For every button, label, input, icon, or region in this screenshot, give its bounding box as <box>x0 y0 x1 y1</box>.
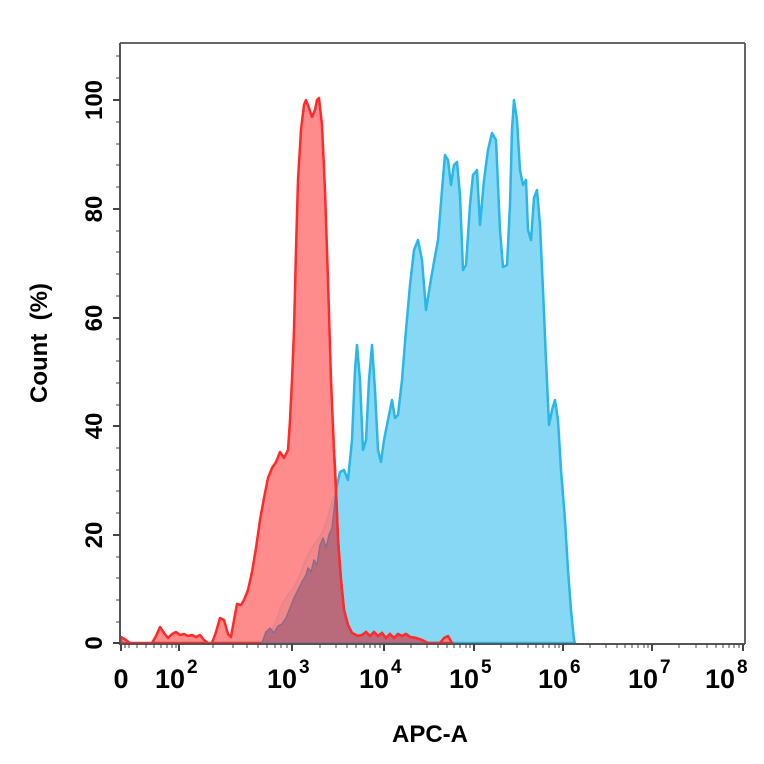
x-tick-exp: 7 <box>660 657 671 678</box>
x-tick-label-0: 0 <box>113 664 128 694</box>
x-tick-label-10e2: 10 2 <box>155 657 198 694</box>
x-tick-label-10e5: 10 5 <box>449 657 492 694</box>
x-tick-exp: 3 <box>299 657 310 678</box>
x-tick-base: 10 <box>267 664 297 694</box>
x-axis-title: APC-A <box>392 721 468 748</box>
x-axis-ticks <box>120 644 744 651</box>
x-tick-base: 10 <box>359 664 389 694</box>
x-tick-label-10e6: 10 6 <box>538 657 581 694</box>
x-tick-exp: 5 <box>481 657 492 678</box>
blue-area <box>260 98 577 645</box>
x-tick-base: 10 <box>705 664 735 694</box>
y-tick-label-80: 80 <box>81 196 108 223</box>
y-tick-labels: 100 80 60 40 20 0 <box>81 80 108 650</box>
x-tick-label-10e7: 10 7 <box>628 657 671 694</box>
x-tick-exp: 4 <box>391 657 402 678</box>
y-tick-label-0: 0 <box>81 636 108 649</box>
x-tick-base: 10 <box>155 664 185 694</box>
x-tick-exp: 8 <box>737 657 748 678</box>
x-tick-label-10e4: 10 4 <box>359 657 402 694</box>
red-outline-right <box>332 449 429 645</box>
y-tick-label-100: 100 <box>81 80 108 120</box>
y-tick-label-20: 20 <box>81 522 108 549</box>
series-overlap <box>261 449 429 645</box>
x-tick-label-10e3: 10 3 <box>267 657 310 694</box>
x-tick-exp: 2 <box>187 657 198 678</box>
series-blue-histogram <box>260 98 577 645</box>
x-tick-exp: 6 <box>570 657 581 678</box>
x-tick-labels: 0 10 2 10 3 10 4 10 5 10 6 10 7 10 8 <box>113 657 747 694</box>
y-axis-title: Count (%) <box>26 283 53 403</box>
x-tick-base: 10 <box>538 664 568 694</box>
x-tick-base: 10 <box>449 664 479 694</box>
y-tick-label-60: 60 <box>81 305 108 332</box>
y-tick-label-40: 40 <box>81 413 108 440</box>
y-axis-ticks <box>113 55 120 644</box>
x-tick-base: 10 <box>628 664 658 694</box>
plot-frame <box>119 42 746 645</box>
x-tick-label-10e8: 10 8 <box>705 657 748 694</box>
